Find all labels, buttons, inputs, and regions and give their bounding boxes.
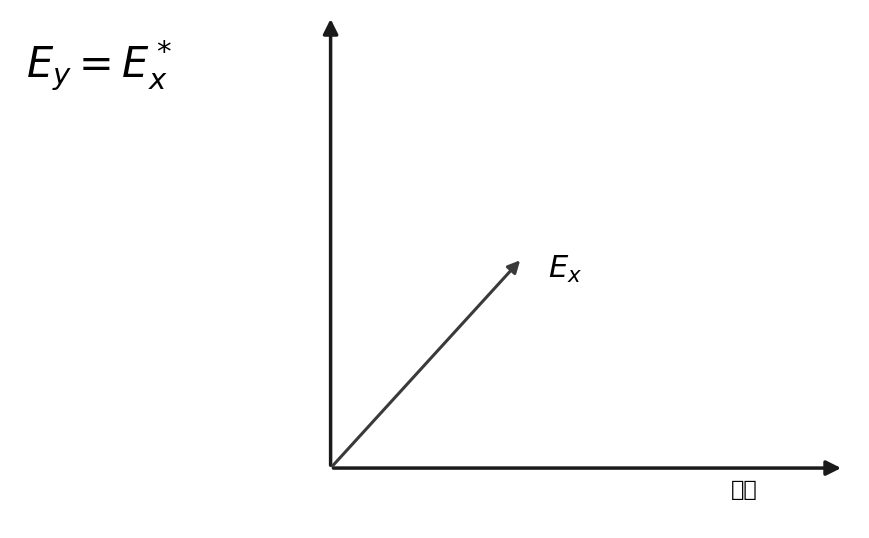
Text: $E_x$: $E_x$ (547, 253, 581, 285)
Text: $E_y = E_x^*$: $E_y = E_x^*$ (26, 38, 172, 93)
Text: 时间: 时间 (730, 479, 757, 500)
